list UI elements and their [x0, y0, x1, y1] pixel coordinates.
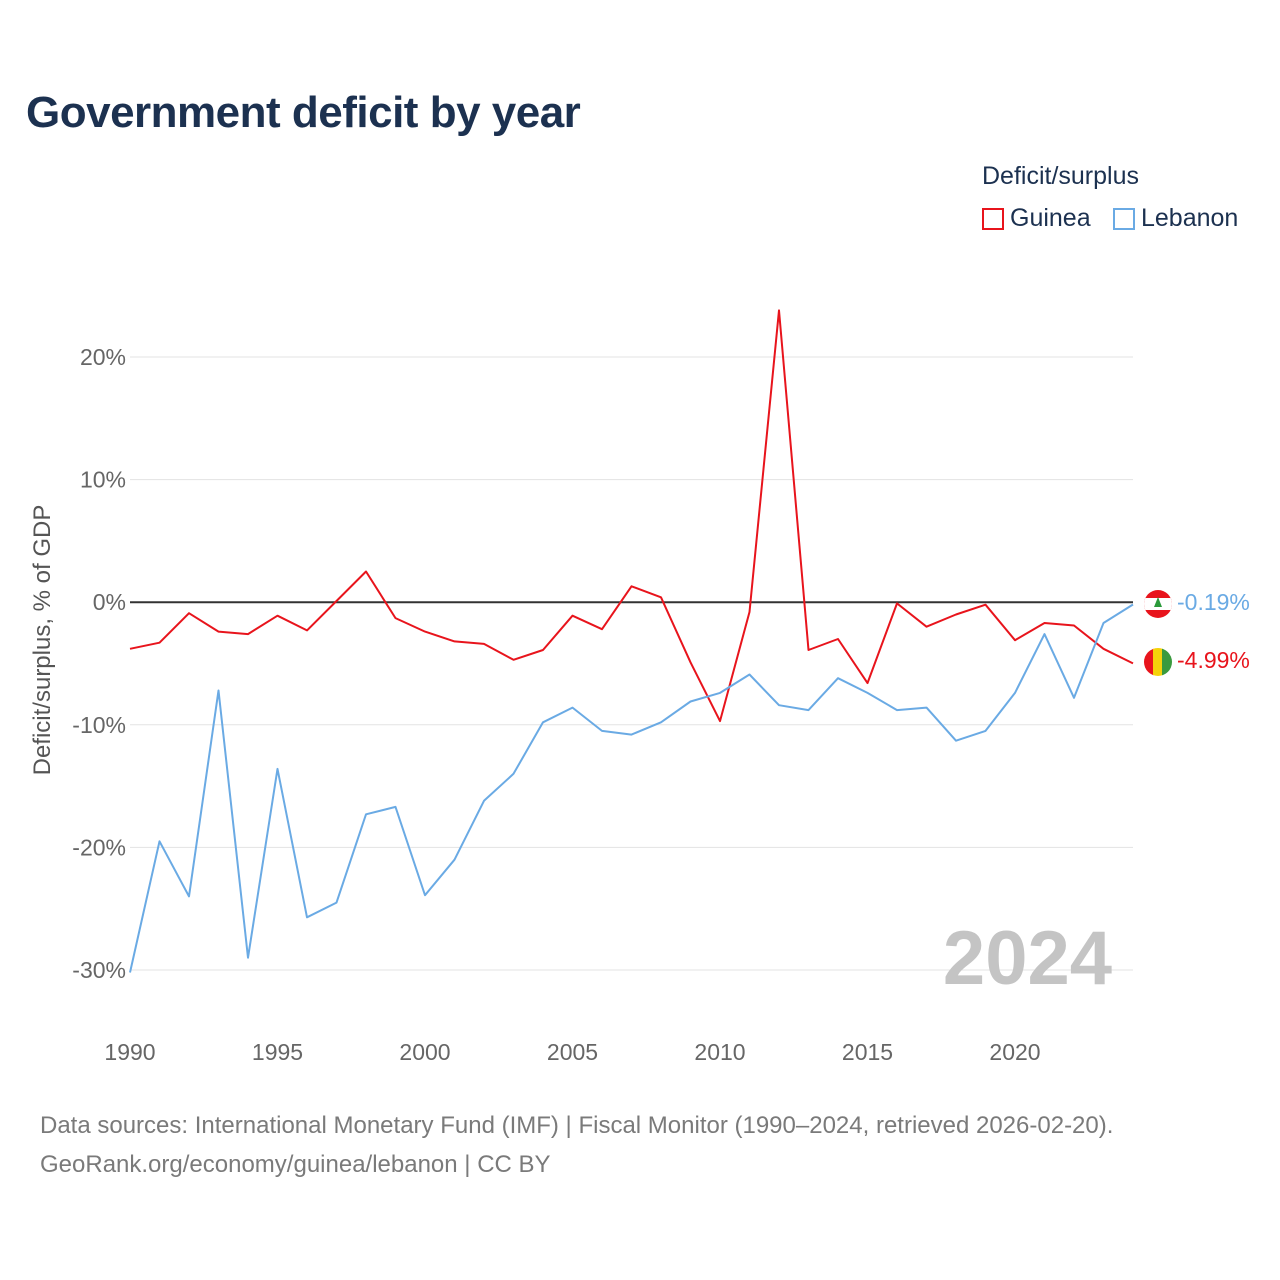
y-tick-label: 0%: [93, 589, 126, 615]
x-tick-label: 1995: [252, 1039, 303, 1065]
y-tick-label: -30%: [72, 957, 126, 983]
year-watermark: 2024: [943, 916, 1112, 1001]
source-line-2[interactable]: GeoRank.org/economy/guinea/lebanon | CC …: [40, 1151, 551, 1178]
x-tick-label: 2015: [842, 1039, 893, 1065]
flag-guinea-icon: [1144, 648, 1172, 676]
x-tick-label: 2020: [989, 1039, 1040, 1065]
x-tick-label: 2000: [399, 1039, 450, 1065]
y-tick-label: -20%: [72, 834, 126, 860]
y-axis-label: Deficit/surplus, % of GDP: [29, 505, 56, 776]
legend-item-guinea[interactable]: Guinea: [982, 204, 1091, 233]
x-tick-label: 1990: [104, 1039, 155, 1065]
end-label-lebanon: -0.19%: [1177, 589, 1250, 615]
source-line-1: Data sources: International Monetary Fun…: [40, 1112, 1114, 1139]
legend-label-lebanon: Lebanon: [1141, 204, 1239, 232]
legend-label-guinea: Guinea: [1010, 204, 1091, 232]
y-tick-label: 10%: [80, 467, 126, 493]
flag-lebanon-icon: [1144, 590, 1172, 618]
legend-swatch-lebanon: [1113, 207, 1135, 230]
legend-swatch-guinea: [982, 207, 1004, 230]
legend-title: Deficit/surplus: [982, 162, 1139, 190]
y-tick-label: 20%: [80, 344, 126, 370]
legend-item-lebanon[interactable]: Lebanon: [1113, 204, 1238, 233]
x-tick-label: 2005: [547, 1039, 598, 1065]
chart-title: Government deficit by year: [26, 88, 581, 137]
y-tick-label: -10%: [72, 712, 126, 738]
end-label-guinea: -4.99%: [1177, 647, 1250, 673]
series-line-lebanon[interactable]: [129, 603, 1134, 973]
source-note: Data sources: International Monetary Fun…: [40, 1106, 1113, 1184]
x-tick-label: 2010: [694, 1039, 745, 1065]
series-line-guinea[interactable]: [129, 309, 1134, 723]
